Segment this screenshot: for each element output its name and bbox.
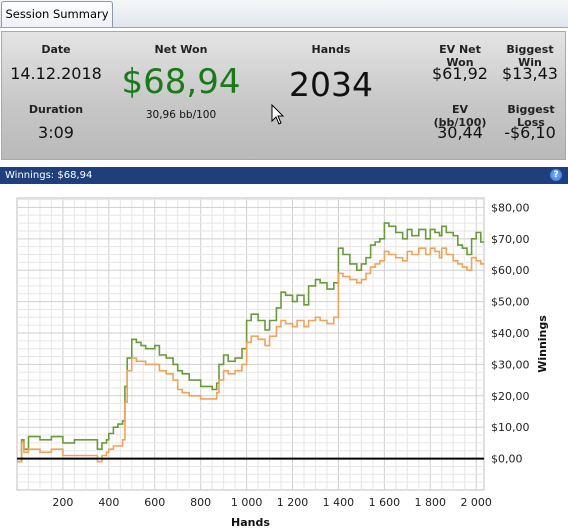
- x-tick-label: 800: [190, 496, 211, 509]
- x-tick-label: 2 000: [460, 496, 492, 509]
- net-won-rate: 30,96 bb/100: [145, 109, 217, 121]
- session-summary-panel: Date 14.12.2018 Duration 3:09 Net Won $6…: [1, 31, 566, 160]
- x-tick-label: 1 600: [369, 496, 401, 509]
- mouse-cursor-icon: [271, 104, 285, 125]
- y-tick-label: $0,00: [491, 453, 523, 466]
- y-tick-label: $30,00: [491, 358, 530, 371]
- y-axis-label: Winnings: [536, 315, 549, 373]
- x-tick-label: 1 800: [415, 496, 447, 509]
- winnings-panel-title: Winnings: $68,94: [5, 170, 93, 181]
- biggest-win-value: $13,43: [502, 64, 558, 83]
- x-tick-label: 600: [144, 496, 165, 509]
- biggest-loss-value: -$6,10: [504, 123, 556, 142]
- series-line-winnings: [17, 222, 484, 463]
- x-tick-label: 1 400: [323, 496, 355, 509]
- ev-rate-label: EV (bb/100): [433, 103, 487, 129]
- duration-label: Duration: [28, 103, 84, 116]
- y-tick-label: $50,00: [491, 296, 530, 309]
- date-value: 14.12.2018: [10, 64, 102, 83]
- help-icon[interactable]: ?: [550, 169, 562, 181]
- winnings-chart-svg: 200 400 600 800 1 000 1 200 1 400 1 600 1 800 2 0…: [16, 197, 549, 529]
- x-tick-label: 1 200: [277, 496, 309, 509]
- series-line-ev-winnings: [17, 247, 484, 463]
- plot-area: [16, 197, 485, 491]
- ev-net-won-label: EV Net Won: [439, 43, 481, 69]
- x-tick-label: 1 000: [231, 496, 263, 509]
- x-axis-label: Hands: [231, 516, 270, 526]
- winnings-chart: 200 400 600 800 1 000 1 200 1 400 1 600 1 800 2 0…: [0, 185, 568, 529]
- duration-value: 3:09: [38, 123, 74, 142]
- y-tick-label: $80,00: [491, 201, 530, 214]
- y-tick-label: $40,00: [491, 327, 530, 340]
- tab-session-summary[interactable]: Session Summary: [1, 1, 113, 27]
- net-won-label: Net Won: [154, 43, 208, 56]
- tab-bar: Session Summary: [0, 0, 568, 28]
- biggest-win-label: Biggest Win: [506, 43, 554, 69]
- x-tick-label: 200: [52, 496, 73, 509]
- y-tick-label: $60,00: [491, 264, 530, 277]
- x-tick-label: 400: [98, 496, 119, 509]
- biggest-loss-label: Biggest Loss: [507, 103, 555, 129]
- hands-value: 2034: [289, 65, 373, 104]
- winnings-panel-header: Winnings: $68,94 ?: [0, 167, 568, 184]
- y-tick-label: $10,00: [491, 421, 530, 434]
- y-tick-label: $20,00: [491, 390, 530, 403]
- y-tick-label: $70,00: [491, 233, 530, 246]
- hands-label: Hands: [311, 43, 351, 56]
- ev-rate-value: 30,44: [437, 123, 483, 142]
- net-won-value: $68,94: [121, 62, 241, 102]
- date-label: Date: [41, 43, 71, 56]
- ev-net-won-value: $61,92: [432, 64, 488, 83]
